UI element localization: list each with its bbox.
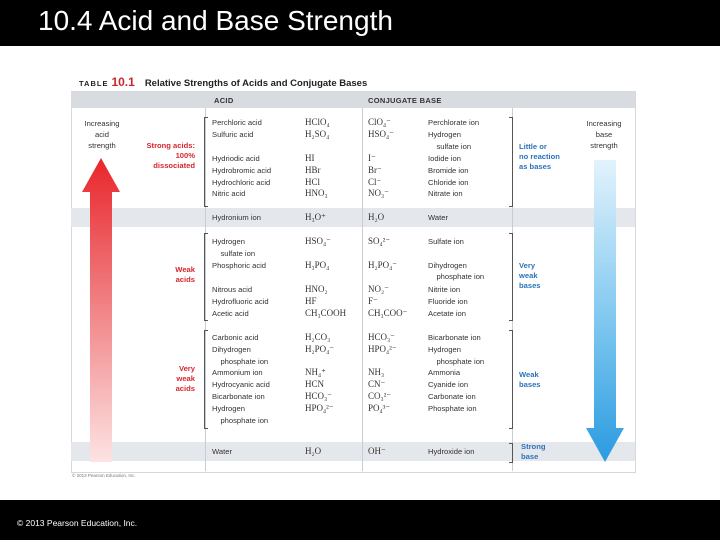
strong-base-label: Strong base xyxy=(521,442,546,461)
base-column-header: CONJUGATE BASE xyxy=(368,96,442,105)
base-formulas-strong-2: I⁻ Br⁻ Cl⁻ NO₃⁻ xyxy=(368,153,389,199)
acid-names-weak-1: Hydrogen sulfate ion Phosphoric acid xyxy=(212,237,267,270)
base-names-strong-1: Perchlorate ion Hydrogen sulfate ion xyxy=(428,118,480,151)
base-formulas-very-weak: HCO₃⁻ HPO₄²⁻ NH₃ CN⁻ CO₃²⁻ PO₄³⁻ xyxy=(368,332,397,413)
base-formula-hydronium: H₂O xyxy=(368,212,385,222)
table-panel xyxy=(71,91,636,473)
title-bar xyxy=(0,0,720,46)
acid-bracket-weak xyxy=(204,233,208,321)
acid-formulas-very-weak: H₂CO₃ H₂PO₄⁻ NH₄⁺ HCN HCO₃⁻ HPO₄²⁻ xyxy=(305,332,335,413)
acid-formula-hydronium: H₃O⁺ xyxy=(305,212,326,222)
acid-names-strong-1: Perchloric acid Sulfuric acid xyxy=(212,118,262,139)
base-formula-hydroxide: OH⁻ xyxy=(368,446,386,456)
table-title: Relative Strengths of Acids and Conjugat… xyxy=(144,78,368,89)
base-names-weak-1: Sulfate ion Dihydrogen phosphate ion xyxy=(428,237,485,282)
acid-strength-arrow xyxy=(82,158,120,462)
table-credit: © 2013 Pearson Education, Inc. xyxy=(72,473,136,478)
increasing-acid-strength-label: Increasing acid strength xyxy=(84,119,120,150)
base-names-very-weak: Bicarbonate ion Hydrogen phosphate ion A… xyxy=(428,333,485,413)
acid-formulas-strong-1: HClO₄ H₂SO₄ xyxy=(305,117,330,139)
base-bracket-strong xyxy=(509,443,513,463)
table-label: TABLE 10.1 Relative Strengths of Acids and… xyxy=(79,75,367,89)
base-bracket-little xyxy=(509,117,513,207)
strong-acids-label: Strong acids: 100% dissociated xyxy=(146,141,195,170)
table-label-word: TABLE xyxy=(79,79,109,88)
acid-name-water: Water xyxy=(212,447,232,456)
acid-formulas-strong-2: HI HBr HCl HNO₃ xyxy=(305,153,328,199)
base-formulas-weak-1: SO₄²⁻ H₂PO₄⁻ xyxy=(368,236,398,270)
base-name-hydronium: Water xyxy=(428,213,448,222)
base-formulas-strong-1: ClO₄⁻ HSO₄⁻ xyxy=(368,117,394,139)
base-name-hydroxide: Hydroxide ion xyxy=(428,447,475,456)
acid-formulas-weak-2: HNO₂ HF CH₃COOH xyxy=(305,284,347,318)
base-names-strong-2: Iodide ion Bromide ion Chloride ion Nitr… xyxy=(428,154,469,199)
table-header-bar xyxy=(71,91,635,108)
column-separator xyxy=(362,108,363,471)
acid-bracket-strong xyxy=(204,117,208,207)
very-weak-acids-label: Very weak acids xyxy=(175,364,195,393)
base-formulas-weak-2: NO₂⁻ F⁻ CH₃COO⁻ xyxy=(368,284,408,318)
little-reaction-bases-label: Little or no reaction as bases xyxy=(519,142,560,171)
very-weak-bases-label: Very weak bases xyxy=(519,261,541,290)
base-bracket-very-weak xyxy=(509,233,513,321)
acid-names-very-weak: Carbonic acid Dihydrogen phosphate ion A… xyxy=(212,333,270,425)
water-row-band xyxy=(71,442,635,461)
acid-bracket-very-weak xyxy=(204,330,208,429)
copyright-text: © 2013 Pearson Education, Inc. xyxy=(17,518,138,528)
weak-bases-label: Weak bases xyxy=(519,370,541,389)
base-names-weak-2: Nitrite ion Fluoride ion Acetate ion xyxy=(428,285,468,318)
increasing-base-strength-label: Increasing base strength xyxy=(586,119,622,150)
column-separator xyxy=(205,108,206,471)
base-strength-arrow xyxy=(586,160,624,462)
acid-formula-water: H₂O xyxy=(305,446,322,456)
acid-names-strong-2: Hydriodic acid Hydrobromic acid Hydrochl… xyxy=(212,154,272,199)
acid-names-weak-2: Nitrous acid Hydrofluoric acid Acetic ac… xyxy=(212,285,269,318)
slide-title: 10.4 Acid and Base Strength xyxy=(38,5,393,36)
base-bracket-weak xyxy=(509,330,513,429)
acid-formulas-weak-1: HSO₄⁻ H₃PO₄ xyxy=(305,236,331,270)
acid-name-hydronium: Hydronium ion xyxy=(212,213,261,222)
acid-column-header: ACID xyxy=(214,96,234,105)
footer-bar xyxy=(0,500,720,540)
hydronium-row-band xyxy=(71,208,635,227)
weak-acids-label: Weak acids xyxy=(175,265,195,284)
table-number: 10.1 xyxy=(111,75,135,89)
